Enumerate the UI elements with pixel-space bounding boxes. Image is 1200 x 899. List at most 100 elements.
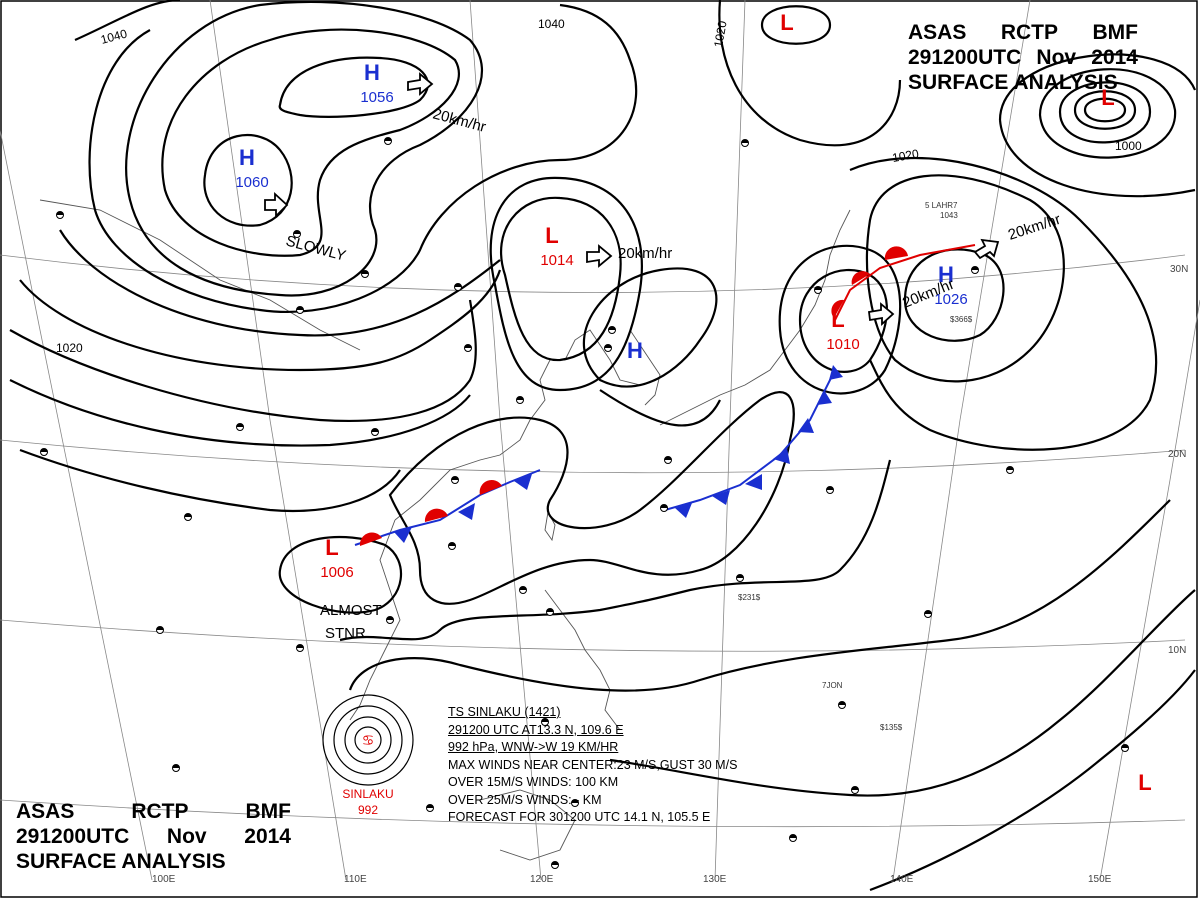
isobar: [778, 244, 902, 395]
system-letter: L: [545, 223, 558, 248]
isobar-low-1014: [499, 196, 622, 362]
typhoon-ring: [344, 716, 392, 764]
isobar-label: 1040: [538, 17, 565, 31]
isobar-high-center: [278, 56, 429, 118]
isobar-far-south: [609, 589, 1196, 797]
system-pressure: 1056: [360, 89, 393, 106]
system-letter: H: [938, 262, 954, 287]
system-pressure: 1006: [320, 564, 353, 581]
cold-front-symbol: [514, 474, 532, 490]
station-cloud-cover: [293, 230, 301, 234]
movement-arrow: [586, 244, 613, 268]
header-month: Nov: [166, 825, 207, 848]
station-cloud-cover: [660, 504, 668, 508]
typhoon-pressure: 992: [358, 803, 378, 817]
station-cloud-cover: [546, 608, 554, 612]
header-title: SURFACE ANALYSIS: [908, 71, 1118, 94]
station-cloud-cover: [608, 326, 616, 330]
station-cloud-cover: [40, 448, 48, 452]
cold-front-symbol: [798, 418, 814, 433]
isobar-low-1006: [278, 535, 403, 614]
movement-arrow: [264, 191, 289, 219]
system-pressure: 1010: [826, 336, 859, 353]
system-pressure: 1060: [235, 174, 268, 191]
graticule: [0, 0, 1200, 881]
low-pressure-center: L 1010: [826, 307, 859, 353]
cold-front-symbol: [773, 448, 790, 464]
station-cloud-cover: [361, 270, 369, 274]
cold-front-symbol: [829, 365, 843, 380]
typhoon-line: MAX WINDS NEAR CENTER:23 M/S,GUST 30 M/S: [448, 757, 738, 772]
header-time: 291200UTC: [16, 825, 130, 848]
isobar: [489, 176, 643, 392]
typhoon-ring: [322, 694, 414, 786]
low-pressure-center: L: [1101, 85, 1114, 110]
header-title: SURFACE ANALYSIS: [16, 850, 226, 873]
longitude-label: 140E: [890, 874, 914, 885]
low-pressure-center: L 1014: [540, 223, 573, 269]
header-top: ASAS RCTP BMF 291200UTC Nov 2014 SURFACE ANA…: [908, 20, 1138, 95]
station-cloud-cover: [789, 834, 797, 838]
isobar-1020: [9, 299, 477, 423]
longitude-label: 110E: [344, 874, 367, 885]
station-cloud-cover: [516, 396, 524, 400]
coastline-indochina: [349, 519, 401, 721]
station-label: $231$: [738, 593, 761, 602]
station-cloud-cover: [296, 306, 304, 310]
isobar: [1038, 68, 1177, 159]
typhoon-line: 291200 UTC AT13.3 N, 109.6 E: [448, 722, 624, 737]
header-year: 2014: [244, 825, 291, 848]
isobar-high-west: [203, 133, 293, 227]
station-cloud-cover: [296, 644, 304, 648]
station-cloud-cover: [386, 616, 394, 620]
station-cloud-cover: [184, 513, 192, 517]
typhoon-line: OVER 25M/S WINDS: - KM: [448, 792, 602, 807]
warm-front-symbol: [831, 299, 844, 318]
cold-front-symbol: [458, 503, 475, 520]
isobar-low-ne: [1083, 97, 1127, 123]
isobar-label: 1020: [891, 146, 920, 164]
station-label: 7JON: [822, 681, 843, 690]
isobar-low-top: [760, 5, 832, 45]
latitude-label: 30N: [1170, 264, 1188, 275]
system-letter: L: [325, 535, 338, 560]
movement-label: 20km/hr: [618, 245, 672, 262]
header-office: ASAS: [908, 21, 967, 44]
station-label: $366$: [950, 315, 973, 324]
latitude-label: 10N: [1168, 645, 1186, 656]
header-office: ASAS: [16, 800, 75, 823]
movement-arrow: [407, 72, 434, 96]
isobar-1000: [1058, 81, 1152, 144]
station-cloud-cover: [826, 486, 834, 490]
isobar-1020-east: [849, 156, 1158, 451]
meridian: [0, 129, 153, 881]
station-cloud-cover: [924, 610, 932, 614]
isobar-trough: [388, 391, 795, 605]
warm-front: [831, 244, 976, 321]
warm-front-symbol: [884, 246, 908, 260]
isobar: [9, 379, 471, 447]
longitude-label: 150E: [1088, 874, 1112, 885]
station-cloud-cover: [571, 799, 579, 803]
typhoon-line: TS SINLAKU (1421): [448, 705, 561, 719]
isobar-south: [348, 499, 1171, 692]
station-label: 5 LAHR7: [925, 201, 958, 210]
system-pressure: 1014: [540, 252, 573, 269]
pressure-systems: H 1056 H 1060 L 1014 H L L L 1010 H 1026 L 1006 L: [235, 10, 1151, 795]
station-cloud-cover: [426, 804, 434, 808]
movement-label: 20km/hr: [431, 105, 488, 135]
isobar: [161, 28, 461, 257]
station-cloud-cover: [838, 701, 846, 705]
header-month: Nov: [1036, 46, 1077, 69]
station-label: $135$: [880, 723, 903, 732]
warm-front-symbol: [479, 480, 502, 495]
station-cloud-cover: [56, 211, 64, 215]
system-letter: L: [1101, 85, 1114, 110]
typhoon-marker: ♋: [322, 694, 414, 786]
parallel: [0, 799, 1186, 828]
station-cloud-cover: [971, 266, 979, 270]
cold-front: [664, 365, 843, 518]
movement-label: 20km/hr: [1006, 211, 1063, 244]
longitude-label: 130E: [703, 874, 727, 885]
warm-front-symbol: [851, 271, 870, 285]
